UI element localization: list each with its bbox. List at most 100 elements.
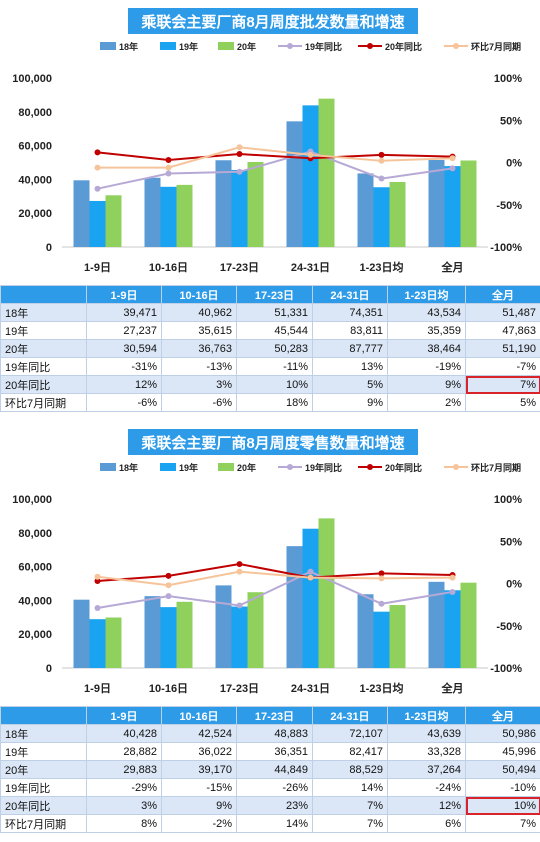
legend-swatch bbox=[218, 42, 234, 50]
y2-tick-label: -50% bbox=[496, 200, 522, 212]
table-cell: 48,883 bbox=[236, 724, 313, 743]
bar-20年-17-23日 bbox=[247, 592, 264, 668]
table-cell: 88,529 bbox=[312, 760, 388, 779]
y-tick-label: 80,000 bbox=[18, 528, 52, 540]
table-cell: -29% bbox=[86, 778, 162, 797]
point-环比7月同期-1-9日 bbox=[94, 164, 101, 171]
table-row: 19年 28,882 36,022 36,351 82,417 33,328 45,996 bbox=[0, 742, 540, 761]
bar-18年-1-9日 bbox=[73, 180, 90, 247]
bar-19年-1-23日均 bbox=[373, 187, 390, 247]
table-cell: 9% bbox=[312, 393, 388, 412]
table-cell: -31% bbox=[86, 357, 162, 376]
point-环比7月同期-1-23日均 bbox=[378, 575, 385, 582]
table-row: 19年 27,237 35,615 45,544 83,811 35,359 47,863 bbox=[0, 321, 540, 340]
bar-18年-全月 bbox=[428, 581, 445, 668]
table-cell: 87,777 bbox=[312, 339, 388, 358]
table-cell: 28,882 bbox=[86, 742, 162, 761]
legend-marker bbox=[367, 43, 373, 49]
bar-20年-全月 bbox=[460, 160, 477, 247]
table-cell: -19% bbox=[387, 357, 466, 376]
bar-20年-1-23日均 bbox=[389, 181, 406, 247]
legend-label: 19年 bbox=[179, 462, 198, 473]
point-20年同比-1-9日 bbox=[94, 577, 101, 584]
bar-20年-10-16日 bbox=[176, 601, 193, 668]
row-label: 20年 bbox=[0, 760, 87, 779]
line-环比7月同期 bbox=[97, 146, 453, 169]
table-cell: 43,534 bbox=[387, 303, 466, 322]
point-环比7月同期-1-9日 bbox=[94, 573, 101, 580]
point-环比7月同期-10-16日 bbox=[165, 582, 172, 589]
table-cell: 13% bbox=[312, 357, 388, 376]
y-tick-label: 0 bbox=[46, 242, 52, 254]
table-cell: 7% bbox=[465, 814, 540, 833]
bar-19年-1-23日均 bbox=[373, 611, 390, 668]
table-cell: 36,022 bbox=[161, 742, 237, 761]
bar-19年-10-16日 bbox=[160, 607, 177, 668]
point-环比7月同期-17-23日 bbox=[236, 568, 243, 575]
table-cell: -11% bbox=[236, 357, 313, 376]
bar-20年-24-31日 bbox=[318, 518, 335, 668]
table-cell: -15% bbox=[161, 778, 237, 797]
point-环比7月同期-1-23日均 bbox=[378, 157, 385, 164]
legend-marker bbox=[453, 43, 459, 49]
table-cell: 72,107 bbox=[312, 724, 388, 743]
y-tick-label: 40,000 bbox=[18, 595, 52, 607]
table-row: 18年 39,471 40,962 51,331 74,351 43,534 51,487 bbox=[0, 303, 540, 322]
legend-marker bbox=[287, 43, 293, 49]
y-tick-label: 40,000 bbox=[18, 174, 52, 186]
retail-table: 1-9日 10-16日 17-23日 24-31日 1-23日均 全月 18年 40,428 4… bbox=[0, 706, 540, 833]
legend-label: 18年 bbox=[119, 41, 138, 52]
x-category-label: 全月 bbox=[441, 260, 464, 274]
legend-label: 19年 bbox=[179, 41, 198, 52]
table-cell: 47,863 bbox=[465, 321, 540, 340]
bar-18年-1-23日均 bbox=[357, 594, 374, 668]
chart-title-banner bbox=[128, 429, 418, 455]
table-cell: -24% bbox=[387, 778, 466, 797]
table-cell: 23% bbox=[236, 796, 313, 815]
row-label: 环比7月同期 bbox=[0, 393, 87, 412]
x-category-label: 17-23日 bbox=[220, 261, 259, 274]
y2-tick-label: 0% bbox=[506, 158, 522, 170]
legend-label: 19年同比 bbox=[305, 462, 342, 473]
table-cell: 18% bbox=[236, 393, 313, 412]
legend-marker bbox=[287, 464, 293, 470]
table-cell: 29,883 bbox=[86, 760, 162, 779]
table-cell: 40,962 bbox=[161, 303, 237, 322]
table-cell: 3% bbox=[161, 375, 237, 394]
y-tick-label: 60,000 bbox=[18, 141, 52, 153]
table-cell: 7% bbox=[312, 796, 388, 815]
table-header-cell bbox=[0, 706, 87, 725]
bar-18年-1-9日 bbox=[73, 599, 90, 668]
table-cell: -26% bbox=[236, 778, 313, 797]
y2-tick-label: 100% bbox=[494, 73, 522, 85]
point-19年同比-1-9日 bbox=[94, 185, 101, 192]
y-tick-label: 100,000 bbox=[12, 73, 52, 85]
bar-18年-17-23日 bbox=[215, 160, 232, 247]
point-19年同比-1-23日均 bbox=[378, 175, 385, 182]
y2-tick-label: 50% bbox=[500, 115, 522, 127]
legend-label: 20年同比 bbox=[385, 462, 422, 473]
y2-tick-label: 50% bbox=[500, 536, 522, 548]
x-category-label: 10-16日 bbox=[149, 682, 188, 695]
table-header-cell: 全月 bbox=[465, 285, 540, 304]
bar-18年-24-31日 bbox=[286, 121, 303, 247]
table-cell: 5% bbox=[465, 393, 540, 412]
table-cell: -13% bbox=[161, 357, 237, 376]
table-cell: 27,237 bbox=[86, 321, 162, 340]
table-cell: 39,170 bbox=[161, 760, 237, 779]
y-tick-label: 20,000 bbox=[18, 208, 52, 220]
table-cell: 3% bbox=[86, 796, 162, 815]
table-cell: 37,264 bbox=[387, 760, 466, 779]
table-row: 20年 30,594 36,763 50,283 87,777 38,464 51,190 bbox=[0, 339, 540, 358]
point-20年同比-1-23日均 bbox=[378, 570, 385, 577]
bar-18年-全月 bbox=[428, 159, 445, 247]
table-cell: 6% bbox=[387, 814, 466, 833]
legend-label: 环比7月同期 bbox=[471, 41, 521, 52]
bar-18年-1-23日均 bbox=[357, 173, 374, 247]
table-row: 20年同比 12% 3% 10% 5% 9% 7% bbox=[0, 375, 540, 394]
y-tick-label: 20,000 bbox=[18, 629, 52, 641]
point-19年同比-24-31日 bbox=[307, 568, 314, 575]
table-cell: -2% bbox=[161, 814, 237, 833]
